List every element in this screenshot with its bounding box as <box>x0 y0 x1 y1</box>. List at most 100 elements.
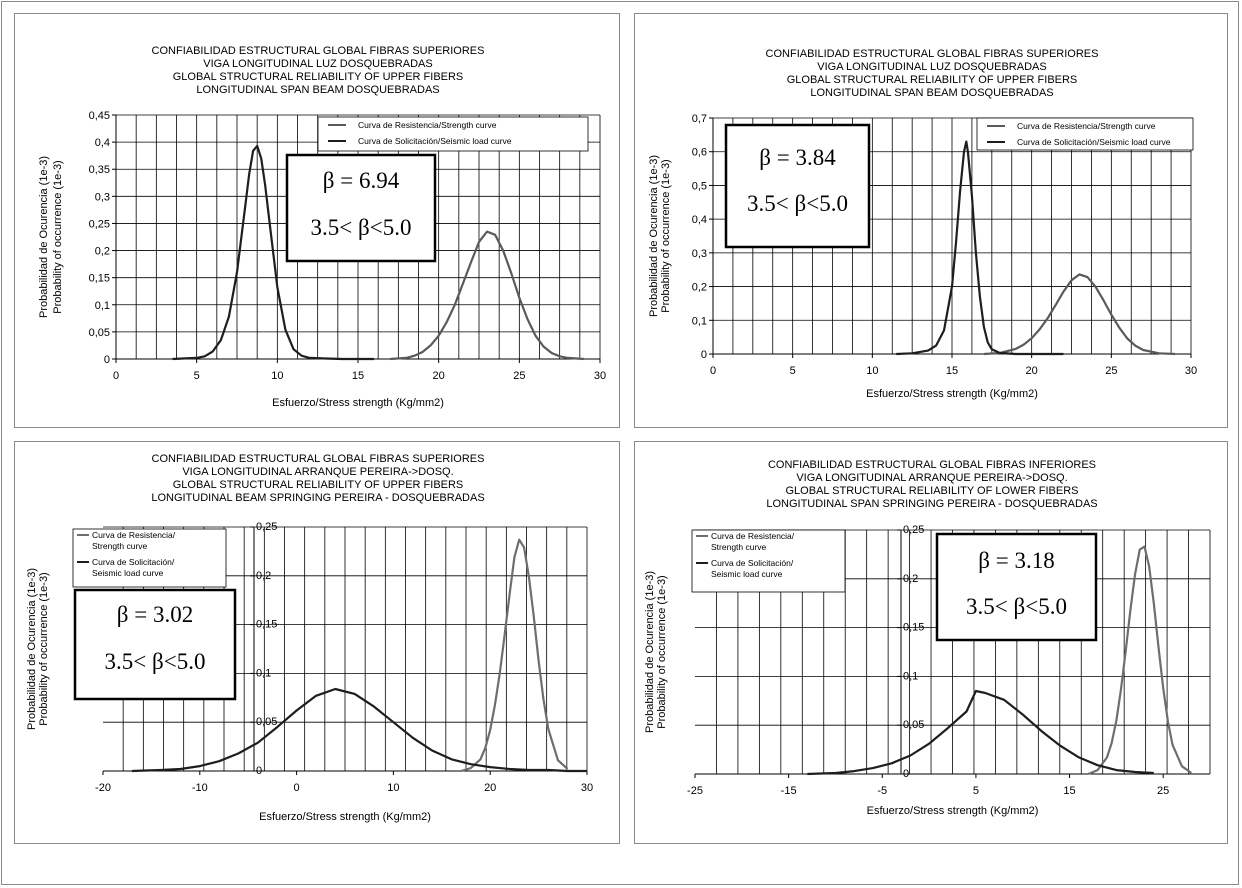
y-tick-label: 0,5 <box>692 180 707 192</box>
chart-title-line: LONGITUDINAL BEAM SPRINGING PEREIRA - DO… <box>151 492 484 504</box>
y-tick-label: 0,2 <box>903 573 918 585</box>
x-tick-label: 5 <box>790 365 796 377</box>
chart-title-line: GLOBAL STRUCTURAL RELIABILITY OF UPPER F… <box>173 479 464 491</box>
beta-annotation-box <box>73 588 237 701</box>
y-axis-label: Probability of occurrence (1e-3) <box>52 160 64 313</box>
legend-label: Curva de Resistencia/ <box>92 530 176 540</box>
y-tick-label: 0,1 <box>903 670 918 682</box>
x-tick-label: 20 <box>1026 365 1038 377</box>
legend-box <box>691 529 846 593</box>
beta-value: β = 3.18 <box>978 548 1054 573</box>
y-tick-label: 0,1 <box>692 315 707 327</box>
y-tick-label: 0,35 <box>89 164 110 176</box>
x-tick-label: 20 <box>484 782 496 794</box>
legend-label: Strength curve <box>92 541 148 551</box>
y-tick-label: 0,1 <box>256 667 271 679</box>
y-tick-label: 0,4 <box>95 137 110 149</box>
chart-4: CONFIABILIDAD ESTRUCTURAL GLOBAL FIBRAS … <box>644 459 1211 817</box>
chart-title-line: LONGITUDINAL SPAN BEAM DOSQUEBRADAS <box>196 84 439 96</box>
y-tick-label: 0,25 <box>89 218 110 230</box>
y-tick-label: 0,4 <box>692 214 707 226</box>
y-axis-label: Probabilidad de Ocurencia (1e-3) <box>648 155 660 317</box>
legend-label: Curva de Solicitación/ <box>711 558 794 568</box>
y-tick-label: 0,2 <box>256 570 271 582</box>
chart-title-line: VIGA LONGITUDINAL LUZ DOSQUEBRADAS <box>203 58 432 70</box>
x-tick-label: 10 <box>271 370 283 382</box>
y-tick-label: 0,3 <box>692 248 707 260</box>
legend-label: Curva de Solicitación/ <box>92 557 175 567</box>
chart-3: CONFIABILIDAD ESTRUCTURAL GLOBAL FIBRAS … <box>26 453 593 823</box>
y-axis-label: Probabilidad de Ocurencia (1e-3) <box>38 156 50 318</box>
y-axis-label: Probabilidad de Ocurencia (1e-3) <box>26 568 38 730</box>
y-tick-label: 0 <box>104 354 110 366</box>
beta-annotation-box <box>724 123 871 249</box>
y-tick-label: 0,05 <box>903 719 924 731</box>
series-line-1 <box>1087 545 1192 776</box>
y-tick-label: 0 <box>256 765 262 777</box>
x-tick-label: 25 <box>1157 785 1169 797</box>
series-line-1 <box>460 538 569 773</box>
x-tick-label: -20 <box>95 782 111 794</box>
chart-panel-4: CONFIABILIDAD ESTRUCTURAL GLOBAL FIBRAS … <box>634 441 1228 844</box>
x-tick-label: -15 <box>781 785 797 797</box>
x-tick-label: 5 <box>194 370 200 382</box>
legend-label: Curva de Solicitación/Seismic load curve <box>1017 137 1171 147</box>
y-axis-label: Probabilidad de Ocurencia (1e-3) <box>644 571 656 733</box>
y-tick-label: 0 <box>701 349 707 361</box>
x-tick-label: 30 <box>594 370 606 382</box>
y-tick-label: 0,25 <box>256 521 277 533</box>
x-tick-label: -10 <box>192 782 208 794</box>
series-line-2 <box>896 140 1064 356</box>
x-tick-label: 0 <box>113 370 119 382</box>
legend-label: Strength curve <box>711 542 767 552</box>
series-line-1 <box>390 230 584 361</box>
chart-title-line: CONFIABILIDAD ESTRUCTURAL GLOBAL FIBRAS … <box>152 45 485 57</box>
y-axis-label: Probability of occurrence (1e-3) <box>660 159 672 312</box>
chart-title-line: VIGA LONGITUDINAL ARRANQUE PEREIRA->DOSQ… <box>182 466 453 478</box>
y-tick-label: 0,1 <box>95 300 110 312</box>
legend-label: Seismic load curve <box>92 568 164 578</box>
x-tick-label: 15 <box>1063 785 1075 797</box>
y-axis-label: Probability of occurrence (1e-3) <box>656 575 668 728</box>
y-tick-label: 0,15 <box>903 622 924 634</box>
legend-label: Curva de Resistencia/Strength curve <box>358 120 497 130</box>
beta-annotation-box <box>285 153 437 263</box>
chart-title-line: LONGITUDINAL SPAN BEAM DOSQUEBRADAS <box>810 87 1053 99</box>
legend-label: Curva de Solicitación/Seismic load curve <box>358 136 512 146</box>
y-tick-label: 0,45 <box>89 110 110 122</box>
x-tick-label: -5 <box>877 785 887 797</box>
x-tick-label: 30 <box>1185 365 1197 377</box>
y-tick-label: 0 <box>903 768 909 780</box>
y-tick-label: 0,15 <box>256 619 277 631</box>
x-tick-label: 15 <box>352 370 364 382</box>
chart-title-line: CONFIABILIDAD ESTRUCTURAL GLOBAL FIBRAS … <box>766 48 1099 60</box>
series-line-2 <box>172 144 375 361</box>
x-tick-label: 5 <box>973 785 979 797</box>
chart-title-line: GLOBAL STRUCTURAL RELIABILITY OF LOWER F… <box>786 485 1079 497</box>
legend-label: Curva de Resistencia/Strength curve <box>1017 121 1156 131</box>
chart-panel-1: CONFIABILIDAD ESTRUCTURAL GLOBAL FIBRAS … <box>14 13 620 428</box>
y-tick-label: 0,2 <box>692 282 707 294</box>
x-axis-label: Esfuerzo/Stress strength (Kg/mm2) <box>866 388 1038 400</box>
chart-1: CONFIABILIDAD ESTRUCTURAL GLOBAL FIBRAS … <box>38 45 606 409</box>
chart-panel-2: CONFIABILIDAD ESTRUCTURAL GLOBAL FIBRAS … <box>634 13 1228 428</box>
beta-range: 3.5< β<5.0 <box>747 191 848 216</box>
beta-range: 3.5< β<5.0 <box>966 594 1067 619</box>
chart-title-line: LONGITUDINAL SPAN SPRINGING PEREIRA - DO… <box>766 498 1097 510</box>
beta-value: β = 3.02 <box>117 602 193 627</box>
x-tick-label: 20 <box>433 370 445 382</box>
x-tick-label: 0 <box>710 365 716 377</box>
beta-annotation-box <box>935 532 1098 642</box>
legend-label: Curva de Resistencia/ <box>711 531 795 541</box>
beta-range: 3.5< β<5.0 <box>311 215 412 240</box>
series-line-1 <box>983 273 1176 356</box>
y-tick-label: 0,25 <box>903 524 924 536</box>
chart-title-line: GLOBAL STRUCTURAL RELIABILITY OF UPPER F… <box>173 71 464 83</box>
y-tick-label: 0,3 <box>95 191 110 203</box>
y-tick-label: 0,7 <box>692 113 707 125</box>
legend-box <box>976 117 1194 151</box>
y-tick-label: 0,15 <box>89 273 110 285</box>
chart-title-line: GLOBAL STRUCTURAL RELIABILITY OF UPPER F… <box>787 74 1078 86</box>
x-tick-label: 0 <box>294 782 300 794</box>
